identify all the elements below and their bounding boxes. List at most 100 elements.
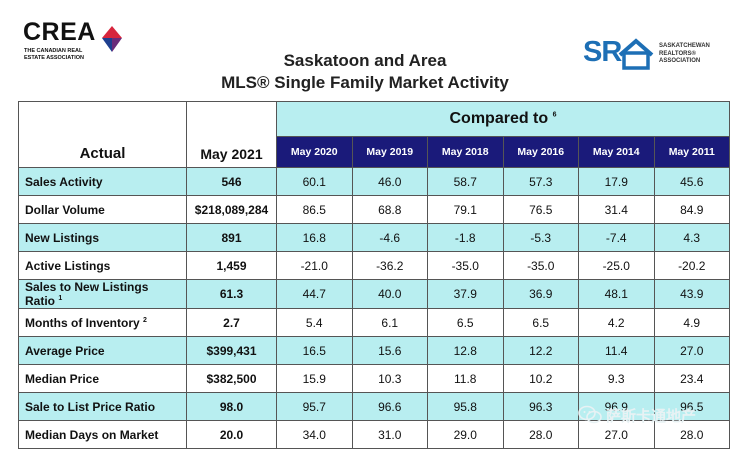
comparison-value: 16.8	[276, 223, 353, 252]
actual-value: 98.0	[186, 392, 277, 421]
comparison-value: 96.5	[653, 392, 730, 421]
comparison-value: -5.3	[502, 223, 579, 252]
actual-value: 20.0	[186, 420, 277, 449]
row-label: Active Listings	[18, 251, 187, 280]
header-current-period: May 2021	[186, 101, 277, 168]
report-title: Saskatoon and Area MLS® Single Family Ma…	[170, 50, 560, 94]
comparison-value: 4.3	[653, 223, 730, 252]
comparison-value: 60.1	[276, 167, 353, 196]
comparison-value: 5.4	[276, 308, 353, 337]
comparison-value: 6.1	[351, 308, 428, 337]
header-year: May 2019	[351, 136, 428, 168]
sra-text-line-2: REALTORS®	[659, 50, 696, 57]
comparison-value: -4.6	[351, 223, 428, 252]
sra-logo-letters: SR	[583, 36, 622, 68]
comparison-value: 11.8	[427, 364, 504, 393]
table-row: Average Price $399,431 16.5 15.6 12.8 12.2 11.…	[18, 336, 730, 365]
comparison-value: 12.8	[427, 336, 504, 365]
table-row: Months of Inventory 2 2.7 5.4 6.1 6.5 6.5 4.2 4…	[18, 308, 730, 337]
row-label-text: Sale to List Price Ratio	[25, 399, 156, 414]
comparison-value: 10.2	[502, 364, 579, 393]
comparison-value: 4.2	[578, 308, 655, 337]
comparison-value: -35.0	[427, 251, 504, 280]
row-label: Dollar Volume	[18, 195, 187, 224]
actual-value: $382,500	[186, 364, 277, 393]
row-label-text: Months of Inventory	[25, 315, 140, 330]
actual-value: $399,431	[186, 336, 277, 365]
comparison-value: 96.3	[502, 392, 579, 421]
header-year: May 2016	[502, 136, 579, 168]
row-label-text: Dollar Volume	[25, 202, 105, 217]
table-row: Median Price $382,500 15.9 10.3 11.8 10.2 9.3 2…	[18, 364, 730, 393]
comparison-value: -36.2	[351, 251, 428, 280]
market-activity-table: Actual May 2021 Compared to 6 May 2020 Ma…	[18, 100, 730, 449]
crea-logo-mark-icon	[102, 26, 122, 52]
row-label: Sales to New Listings Ratio 1	[18, 279, 187, 309]
comparison-value: -1.8	[427, 223, 504, 252]
row-label-text: Active Listings	[25, 258, 111, 273]
table-row: New Listings 891 16.8 -4.6 -1.8 -5.3 -7.4 4.3	[18, 223, 730, 252]
comparison-value: 48.1	[578, 279, 655, 309]
comparison-value: 9.3	[578, 364, 655, 393]
comparison-year-row: May 2020 May 2019 May 2018 May 2016 May 2014…	[19, 136, 730, 168]
crea-logo: CREA THE CANADIAN REAL ESTATE ASSOCIATIO…	[23, 18, 143, 68]
comparison-value: 36.9	[502, 279, 579, 309]
row-label-text: Sales to New Listings Ratio	[25, 280, 149, 308]
row-label-footnote: 1	[58, 295, 63, 302]
comparison-value: 28.0	[502, 420, 579, 449]
comparison-value: 28.0	[653, 420, 730, 449]
row-label: Median Days on Market	[18, 420, 187, 449]
comparison-value: -21.0	[276, 251, 353, 280]
comparison-value: 10.3	[351, 364, 428, 393]
row-label: Sales Activity	[18, 167, 187, 196]
comparison-value: 45.6	[653, 167, 730, 196]
comparison-value: 4.9	[653, 308, 730, 337]
comparison-value: 29.0	[427, 420, 504, 449]
comparison-value: 76.5	[502, 195, 579, 224]
row-label-text: New Listings	[25, 230, 100, 245]
comparison-value: 15.9	[276, 364, 353, 393]
comparison-value: 11.4	[578, 336, 655, 365]
comparison-value: 79.1	[427, 195, 504, 224]
comparison-value: -25.0	[578, 251, 655, 280]
sra-text-line-3: ASSOCIATION	[659, 58, 701, 64]
comparison-value: 31.0	[351, 420, 428, 449]
table-row: Dollar Volume $218,089,284 86.5 68.8 79.1 76.…	[18, 195, 730, 224]
sra-logo-text: SASKATCHEWAN REALTORS® ASSOCIATION	[659, 43, 710, 66]
header-year: May 2020	[276, 136, 353, 168]
actual-value: 546	[186, 167, 277, 196]
comparison-value: -20.2	[653, 251, 730, 280]
comparison-value: 31.4	[578, 195, 655, 224]
house-icon	[618, 38, 654, 70]
actual-value: 61.3	[186, 279, 277, 309]
actual-value: 1,459	[186, 251, 277, 280]
comparison-value: 44.7	[276, 279, 353, 309]
row-label-footnote: 2	[143, 316, 147, 324]
table-row: Median Days on Market 20.0 34.0 31.0 29.0 28.…	[18, 420, 730, 449]
row-label: Sale to List Price Ratio	[18, 392, 187, 421]
title-line-1: Saskatoon and Area	[283, 51, 447, 70]
comparison-value: 17.9	[578, 167, 655, 196]
comparison-value: 96.6	[351, 392, 428, 421]
comparison-value: 37.9	[427, 279, 504, 309]
comparison-value: 12.2	[502, 336, 579, 365]
header-year: May 2014	[578, 136, 655, 168]
row-label-text: Sales Activity	[25, 174, 103, 189]
sra-logo: SR SASKATCHEWAN REALTORS® ASSOCIATION	[583, 36, 743, 76]
crea-logo-word: CREA	[23, 18, 96, 46]
comparison-value: 15.6	[351, 336, 428, 365]
header-compared-to: Compared to 6	[276, 100, 730, 138]
comparison-value: 16.5	[276, 336, 353, 365]
comparison-value: 95.7	[276, 392, 353, 421]
comparison-value: 27.0	[578, 420, 655, 449]
comparison-value: 23.4	[653, 364, 730, 393]
wechat-icon	[578, 405, 602, 424]
comparison-value: 58.7	[427, 167, 504, 196]
comparison-value: 46.0	[351, 167, 428, 196]
table-row: Sales to New Listings Ratio 1 61.3 44.7 40.…	[18, 279, 730, 309]
comparison-value: 6.5	[502, 308, 579, 337]
crea-logo-subtitle: THE CANADIAN REAL ESTATE ASSOCIATION	[24, 48, 84, 61]
row-label-text: Average Price	[25, 343, 105, 358]
comparison-value: -7.4	[578, 223, 655, 252]
comparison-value: 27.0	[653, 336, 730, 365]
